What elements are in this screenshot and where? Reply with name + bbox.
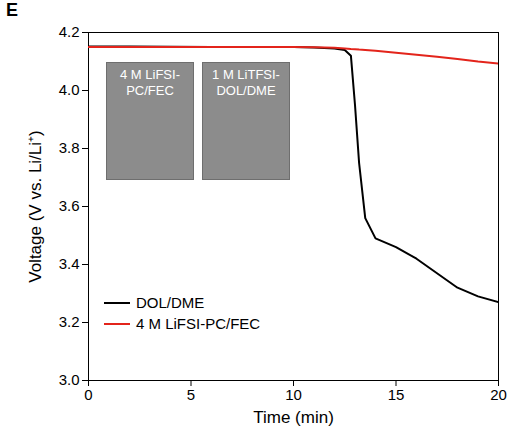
svg-text:20: 20 <box>490 386 507 403</box>
svg-text:5: 5 <box>187 386 195 403</box>
html-text:E: E <box>6 0 18 20</box>
svg-text:10: 10 <box>285 386 302 403</box>
svg-text:Voltage (V vs. Li/Li⁺): Voltage (V vs. Li/Li⁺) <box>26 130 45 282</box>
svg-text:3.6: 3.6 <box>59 197 80 214</box>
html-text:DOL/DME: DOL/DME <box>136 294 205 311</box>
svg-text:3.0: 3.0 <box>59 371 80 388</box>
svg-text:3.8: 3.8 <box>59 139 80 156</box>
svg-text:0: 0 <box>84 386 92 403</box>
svg-text:3.4: 3.4 <box>59 255 80 272</box>
svg-text:3.2: 3.2 <box>59 313 80 330</box>
svg-text:4.2: 4.2 <box>59 23 80 40</box>
html-text:4 M LiFSI-PC/FEC: 4 M LiFSI-PC/FEC <box>120 67 180 98</box>
html-text:1 M LiTFSI-DOL/DME: 1 M LiTFSI-DOL/DME <box>212 67 280 98</box>
svg-text:15: 15 <box>388 386 405 403</box>
svg-text:4.0: 4.0 <box>59 81 80 98</box>
svg-text:Time (min): Time (min) <box>253 408 334 427</box>
html-text:4 M LiFSI-PC/FEC: 4 M LiFSI-PC/FEC <box>136 315 261 332</box>
